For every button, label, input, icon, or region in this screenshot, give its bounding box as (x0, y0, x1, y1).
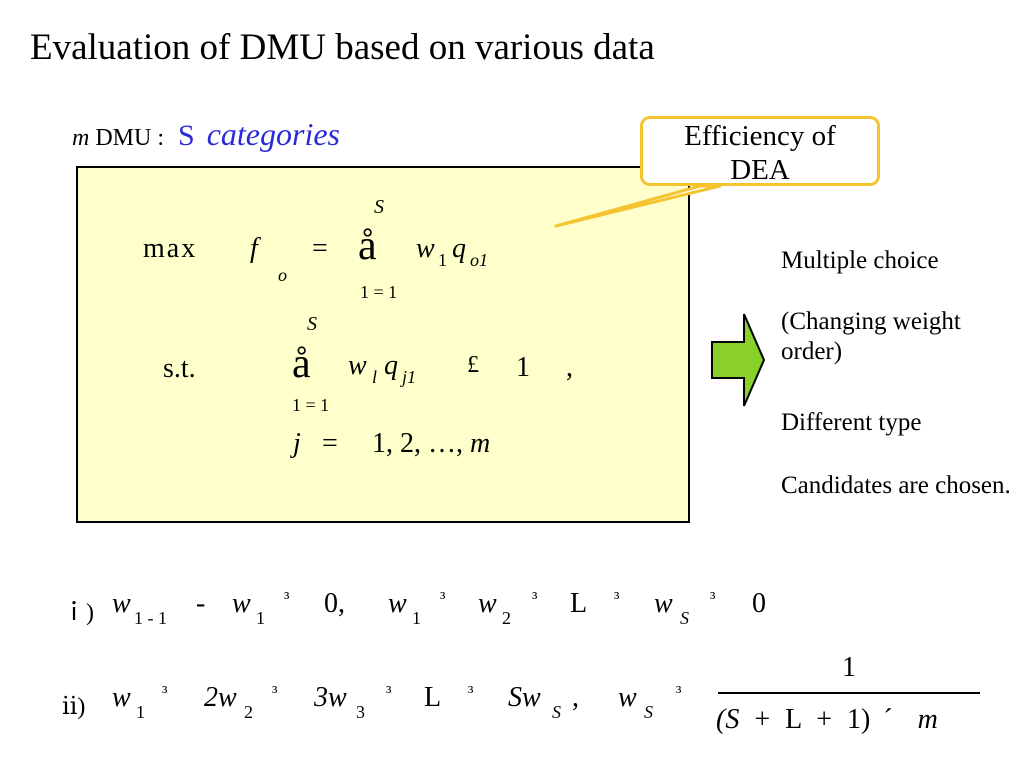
j-symbol: j (293, 428, 301, 459)
cond2-sub-2: 2 (244, 702, 253, 722)
f-symbol: f (250, 233, 258, 264)
cond1-w-a: w (112, 588, 131, 619)
cond1-minus: - (196, 588, 206, 619)
cond2-sub-a: 1 (136, 702, 145, 722)
right-arrow-icon (711, 313, 766, 407)
denom-one: 1) (847, 704, 871, 735)
constraint-comma: , (566, 352, 573, 383)
intro-line: m DMU : S categories (72, 116, 340, 153)
fraction-numerator: 1 (842, 652, 856, 683)
denom-S: (S (716, 704, 740, 735)
index-range-m: m (470, 428, 491, 459)
cond1-ge-1: ³ (284, 588, 290, 608)
q-symbol-2: q (384, 350, 398, 381)
q-subscript-1: o1 (470, 250, 488, 270)
cond2-ge-3: ³ (386, 682, 392, 702)
cond1-zero-comma: 0, (324, 588, 345, 619)
intro-categories: categories (206, 116, 340, 152)
side-note-changing-order: (Changing weight order) (781, 308, 961, 365)
cond2-w-S: w (618, 682, 637, 713)
cond2-comma: , (572, 682, 579, 713)
cond2-ge-5: ³ (676, 682, 682, 702)
cond1-zero: 0 (752, 588, 766, 619)
side-note-different-type: Different type (781, 409, 922, 436)
cond2-label: ⅱ) (62, 694, 86, 720)
callout-line1: Efficiency of (684, 120, 836, 152)
cond1-ge-4: ³ (614, 588, 620, 608)
w-symbol-2: w (348, 350, 367, 381)
cond2-sub-S: S (552, 702, 561, 722)
w-symbol-1: w (416, 233, 435, 264)
q-subscript-2: j1 (402, 367, 417, 387)
cond1-w-b: w (232, 588, 251, 619)
q-symbol-1: q (452, 233, 466, 264)
cond2-ge-1: ³ (162, 682, 168, 702)
index-range-values: 1, 2, …, (372, 428, 470, 459)
sum1-upper: S (374, 196, 384, 218)
f-subscript: o (278, 265, 287, 285)
cond2-2w: 2w (204, 682, 237, 713)
intro-m: m (72, 125, 90, 151)
sum2-upper: S (307, 313, 317, 335)
cond2-w-a: w (112, 682, 131, 713)
denom-m: m (917, 704, 938, 735)
side-note-multiple-choice: Multiple choice (781, 247, 939, 274)
intro-s: S (178, 119, 195, 152)
sum1-symbol: å (358, 223, 377, 269)
formula-box (76, 166, 690, 523)
cond1-sub-b: 1 (256, 608, 265, 628)
denom-times: ´ (883, 704, 893, 735)
st-label: s.t. (163, 353, 196, 384)
cond1-sub-c: 1 (412, 608, 421, 628)
denom-plus-2: + (816, 704, 832, 735)
denom-plus-1: + (754, 704, 771, 735)
cond1-w-c: w (388, 588, 407, 619)
callout-line2: DEA (730, 154, 790, 186)
index-range: 1, 2, …, m (372, 428, 490, 460)
cond1-w-e: w (654, 588, 673, 619)
dea-callout: Efficiency of DEA (640, 116, 880, 186)
cond1-sub-a: 1 - 1 (134, 608, 167, 628)
fraction-denominator: (S + L + 1) ´ m (716, 704, 938, 736)
cond2-ge-2: ³ (272, 682, 278, 702)
side-note-candidates: Candidates are chosen. (781, 472, 1011, 499)
cond1-sub-d: 2 (502, 608, 511, 628)
cond2-ge-4: ³ (468, 682, 474, 702)
cond1-L: L (570, 588, 588, 619)
cond1-ge-2: ³ (440, 588, 446, 608)
fraction-bar (718, 692, 980, 694)
equals-1: = (312, 233, 328, 264)
cond2-Sw: Sw (508, 682, 541, 713)
cond1-label: ｉ) (62, 600, 94, 626)
cond2-3w: 3w (314, 682, 347, 713)
cond1-ge-3: ³ (532, 588, 538, 608)
sum2-symbol: å (292, 341, 311, 387)
denom-L: L (785, 704, 802, 735)
cond2-L: L (424, 682, 442, 713)
cond1-ge-5: ³ (710, 588, 716, 608)
cond1-sub-e: S (680, 608, 689, 628)
le-symbol: £ (467, 352, 479, 378)
sum2-lower: 1 = 1 (292, 395, 330, 415)
max-label: max (143, 233, 198, 264)
equals-3: = (322, 428, 338, 459)
cond2-sub-3: 3 (356, 702, 365, 722)
w-subscript-2: l (372, 367, 378, 387)
cond2-sub-S2: S (644, 702, 653, 722)
slide-title: Evaluation of DMU based on various data (30, 27, 655, 68)
w-subscript-1: 1 (438, 250, 447, 270)
le-value: 1 (516, 352, 530, 383)
sum1-lower: 1 = 1 (360, 282, 398, 302)
intro-dmu: DMU : (95, 125, 165, 151)
cond1-w-d: w (478, 588, 497, 619)
